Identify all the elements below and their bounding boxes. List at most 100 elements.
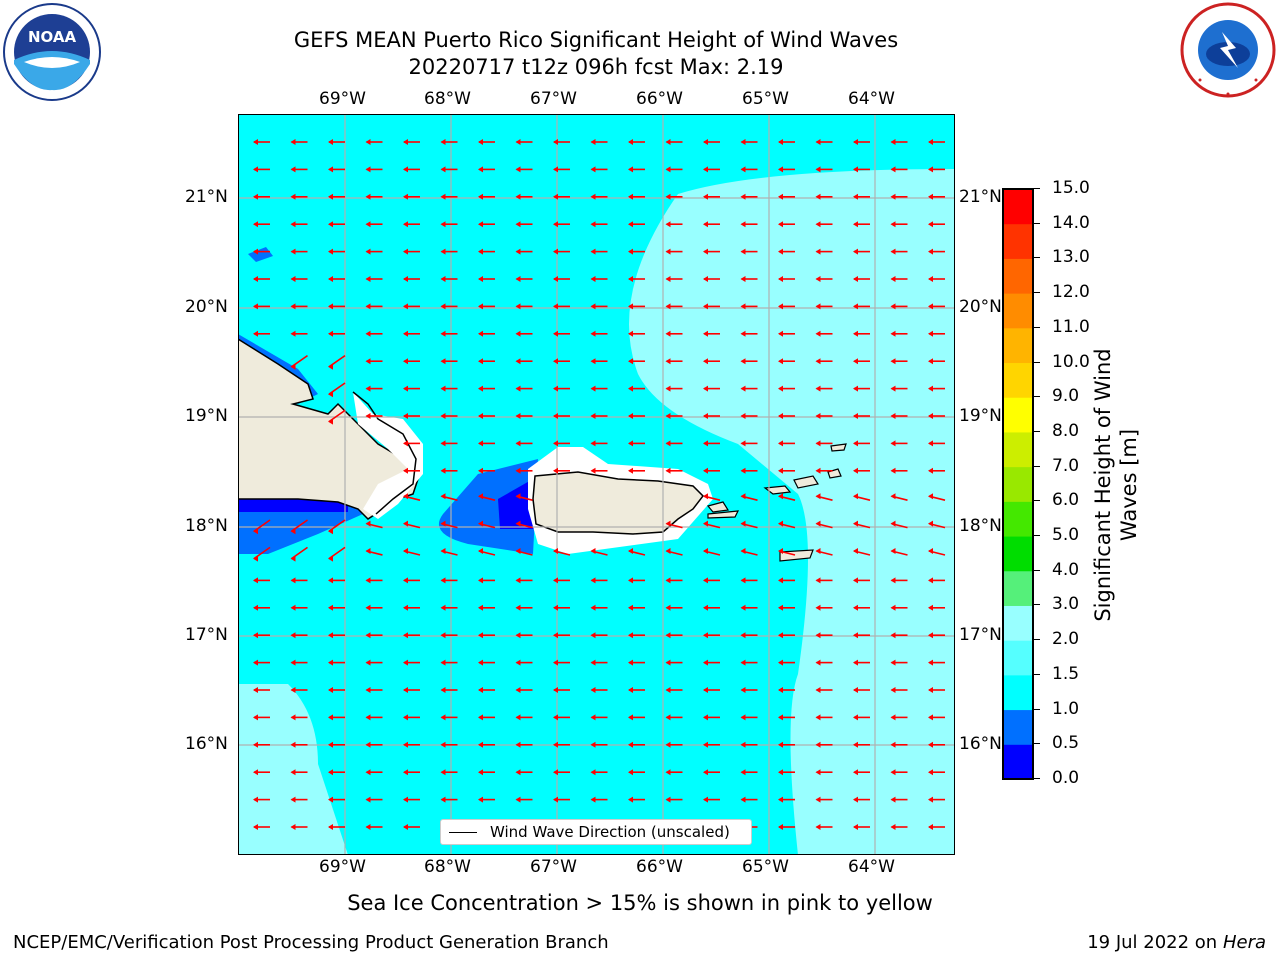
- wind-wave-arrow: [703, 467, 720, 474]
- wind-wave-arrow: [328, 166, 345, 173]
- wind-wave-arrow: [403, 520, 421, 529]
- wind-wave-arrow: [778, 632, 795, 639]
- lon-label-bottom-3: 67°W: [530, 857, 577, 877]
- wind-wave-arrow: [590, 413, 608, 419]
- wind-wave-arrow: [853, 687, 870, 693]
- wind-wave-arrow: [253, 796, 270, 803]
- colorbar-tick-mark: [1034, 361, 1040, 363]
- colorbar-cell: [1003, 397, 1033, 433]
- wind-wave-arrow: [665, 659, 683, 666]
- wind-wave-arrow: [478, 467, 495, 474]
- lon-label-top-2: 68°W: [424, 89, 471, 109]
- wind-wave-arrow: [740, 166, 758, 173]
- gridlines: [238, 114, 955, 855]
- wind-wave-arrow: [628, 687, 645, 693]
- wind-wave-arrow: [365, 604, 383, 611]
- wind-wave-arrow: [815, 796, 833, 803]
- wind-wave-arrow: [478, 358, 495, 365]
- wind-wave-arrow: [590, 769, 608, 776]
- wind-wave-arrow: [740, 221, 758, 228]
- wind-wave-arrow: [328, 139, 345, 145]
- wind-wave-arrow: [778, 493, 796, 501]
- wind-wave-arrow: [590, 221, 608, 228]
- wind-wave-arrow: [253, 193, 270, 200]
- wind-wave-arrow: [365, 248, 383, 255]
- map-legend: Wind Wave Direction (unscaled): [440, 819, 752, 845]
- nws-logo-icon: [1180, 2, 1276, 98]
- wind-wave-arrow: [928, 221, 945, 228]
- wind-wave-arrow: [890, 520, 908, 529]
- colorbar-cell: [1003, 536, 1033, 572]
- wind-wave-arrow: [553, 632, 570, 639]
- wind-wave-arrow: [290, 139, 308, 145]
- colorbar-cell: [1003, 674, 1033, 711]
- colorbar-tick-mark: [1034, 188, 1040, 189]
- wind-wave-arrow: [665, 467, 683, 474]
- wind-wave-arrow: [778, 221, 795, 228]
- wind-wave-arrow: [515, 493, 533, 501]
- wind-wave-arrow: [290, 248, 308, 255]
- wind-wave-arrow: [553, 741, 570, 748]
- wind-wave-arrow: [703, 548, 721, 556]
- wind-wave-arrow: [928, 303, 945, 310]
- wind-wave-arrow: [815, 385, 833, 392]
- sea-ice-note: Sea Ice Concentration > 15% is shown in …: [347, 891, 933, 915]
- wind-wave-arrow: [478, 193, 495, 200]
- wind-wave-arrow: [328, 741, 345, 748]
- wind-wave-arrow: [740, 659, 758, 666]
- noaa-logo: NOAA: [3, 3, 101, 101]
- wind-wave-arrow: [703, 193, 720, 200]
- wind-wave-arrow: [665, 548, 683, 556]
- wind-wave-arrow: [253, 546, 271, 562]
- wind-wave-arrow: [553, 714, 570, 721]
- wind-wave-arrow: [365, 714, 383, 721]
- wind-wave-arrow: [590, 796, 608, 803]
- wind-wave-arrow: [703, 714, 720, 721]
- wind-wave-arrow: [890, 358, 908, 365]
- wind-wave-arrow: [740, 440, 758, 447]
- colorbar-tick-mark: [1034, 673, 1040, 675]
- wind-wave-arrow: [253, 221, 270, 228]
- wind-wave-arrow: [778, 193, 795, 200]
- wind-wave-arrow: [815, 248, 833, 255]
- colorbar-tick-label: 1.5: [1052, 663, 1080, 684]
- wind-wave-arrow: [590, 330, 608, 337]
- wind-wave-arrow: [740, 248, 758, 255]
- wind-wave-arrow: [628, 769, 645, 776]
- wind-wave-arrow: [890, 604, 908, 611]
- wind-wave-arrow: [740, 193, 758, 200]
- wind-wave-arrow: [365, 330, 383, 337]
- colorbar-tick-label: 4.0: [1052, 559, 1080, 580]
- wind-wave-arrow: [365, 139, 383, 145]
- wind-wave-arrow: [290, 796, 308, 803]
- wind-wave-arrow: [553, 193, 570, 200]
- wind-wave-arrow: [403, 303, 420, 310]
- wind-wave-arrow: [290, 221, 308, 228]
- chart-subtitle: 20220717 t12z 096h fcst Max: 2.19: [408, 55, 784, 79]
- wind-wave-arrow: [590, 467, 608, 474]
- wind-wave-arrow: [890, 659, 908, 666]
- wind-wave-arrow: [590, 714, 608, 721]
- colorbar-tick-label: 15.0: [1052, 178, 1090, 198]
- colorbar-tick-label: 8.0: [1052, 420, 1080, 441]
- wind-wave-arrow: [328, 546, 346, 562]
- wind-wave-arrow: [853, 330, 870, 337]
- wind-wave-arrow: [478, 276, 495, 282]
- wind-wave-arrow: [403, 248, 420, 255]
- wind-wave-arrow: [928, 385, 945, 392]
- wind-wave-arrow: [440, 330, 458, 337]
- lat-label-left-3: 19°N: [185, 406, 228, 426]
- lon-label-top-3: 67°W: [530, 89, 577, 109]
- wind-wave-arrow: [890, 330, 908, 337]
- wind-wave-arrow: [478, 520, 496, 529]
- wind-wave-arrow: [365, 796, 383, 803]
- wind-wave-arrow: [440, 769, 458, 776]
- wind-wave-arrow: [590, 687, 608, 693]
- wind-wave-arrow: [665, 221, 683, 228]
- wind-wave-arrow: [853, 769, 870, 776]
- lat-label-right-4: 18°N: [959, 516, 1002, 536]
- colorbar-cell: [1003, 744, 1033, 780]
- wind-wave-arrow: [365, 741, 383, 748]
- wave-band-lt1-spot: [248, 247, 273, 262]
- wind-wave-arrow: [853, 166, 870, 173]
